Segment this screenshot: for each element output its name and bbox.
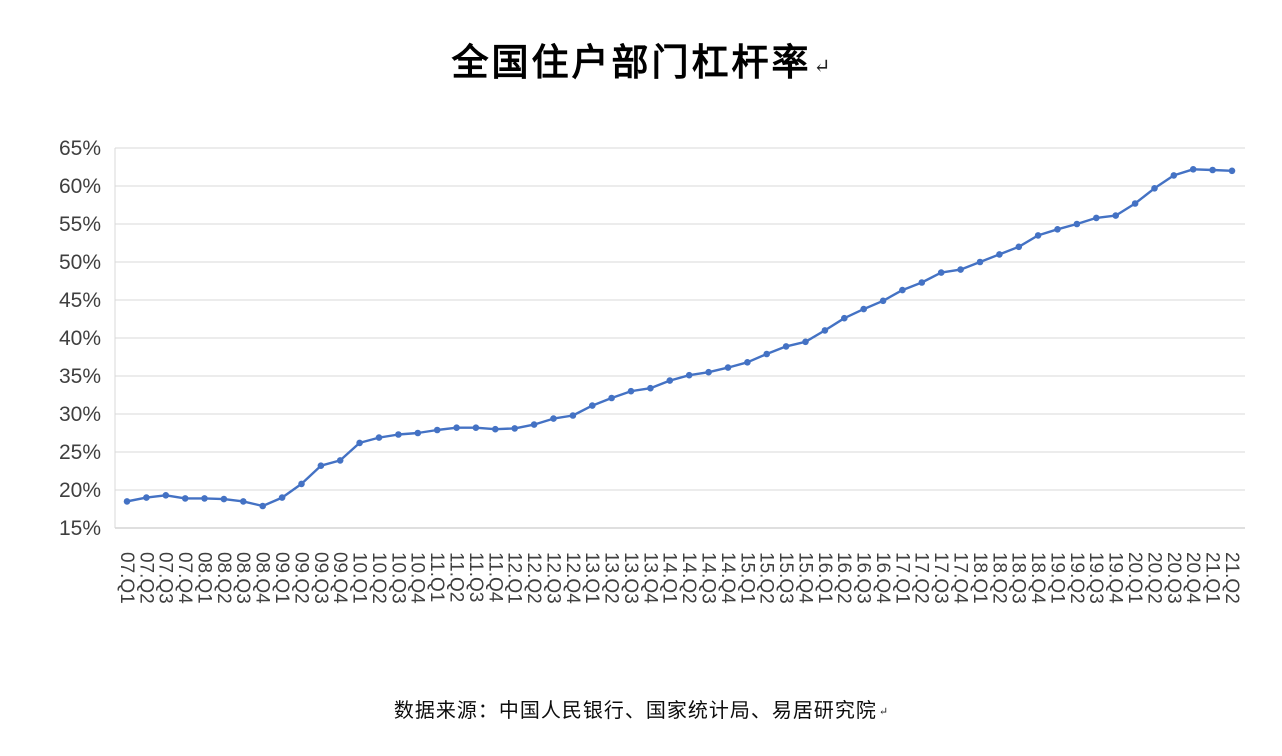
svg-text:11.Q1: 11.Q1 (426, 552, 447, 602)
data-source-text: 数据来源：中国人民银行、国家统计局、易居研究院 (393, 698, 877, 722)
svg-text:08.Q2: 08.Q2 (213, 552, 234, 604)
svg-text:18.Q2: 18.Q2 (988, 552, 1009, 604)
svg-text:09.Q1: 09.Q1 (271, 552, 292, 604)
svg-text:14.Q4: 14.Q4 (717, 552, 738, 604)
svg-text:13.Q3: 13.Q3 (620, 552, 641, 604)
svg-text:07.Q2: 07.Q2 (135, 552, 156, 604)
svg-text:08.Q3: 08.Q3 (232, 552, 253, 604)
svg-text:21.Q1: 21.Q1 (1202, 552, 1223, 604)
svg-text:09.Q3: 09.Q3 (310, 552, 331, 604)
svg-text:20%: 20% (59, 479, 101, 502)
svg-text:15.Q3: 15.Q3 (775, 552, 796, 604)
svg-text:20.Q3: 20.Q3 (1163, 552, 1184, 604)
svg-text:13.Q1: 13.Q1 (581, 552, 602, 604)
svg-text:50%: 50% (59, 251, 101, 274)
svg-text:10.Q3: 10.Q3 (387, 552, 408, 604)
svg-text:20.Q2: 20.Q2 (1143, 552, 1164, 604)
svg-text:09.Q2: 09.Q2 (290, 552, 311, 604)
svg-text:07.Q3: 07.Q3 (155, 552, 176, 604)
data-source-note: 数据来源：中国人民银行、国家统计局、易居研究院 ↵ (0, 694, 1282, 723)
svg-text:19.Q1: 19.Q1 (1046, 552, 1067, 604)
svg-text:08.Q4: 08.Q4 (252, 552, 273, 604)
svg-text:18.Q3: 18.Q3 (1008, 552, 1029, 604)
svg-text:15.Q1: 15.Q1 (736, 552, 757, 604)
svg-text:15.Q2: 15.Q2 (756, 552, 777, 604)
svg-text:19.Q2: 19.Q2 (1066, 552, 1087, 604)
svg-text:11.Q3: 11.Q3 (465, 552, 486, 602)
svg-text:13.Q4: 13.Q4 (639, 552, 660, 604)
svg-text:08.Q1: 08.Q1 (193, 552, 214, 604)
svg-text:55%: 55% (59, 213, 101, 236)
svg-text:13.Q2: 13.Q2 (601, 552, 622, 604)
svg-text:21.Q2: 21.Q2 (1221, 552, 1242, 604)
svg-text:12.Q2: 12.Q2 (523, 552, 544, 604)
svg-text:16.Q4: 16.Q4 (872, 552, 893, 604)
svg-text:19.Q4: 19.Q4 (1105, 552, 1126, 604)
svg-text:10.Q2: 10.Q2 (368, 552, 389, 604)
svg-text:17.Q2: 17.Q2 (911, 552, 932, 604)
svg-text:19.Q3: 19.Q3 (1085, 552, 1106, 604)
svg-text:16.Q1: 16.Q1 (814, 552, 835, 604)
svg-text:14.Q2: 14.Q2 (678, 552, 699, 604)
svg-text:65%: 65% (59, 137, 101, 160)
svg-text:35%: 35% (59, 365, 101, 388)
svg-text:20.Q1: 20.Q1 (1124, 552, 1145, 604)
svg-text:17.Q3: 17.Q3 (930, 552, 951, 604)
svg-text:14.Q3: 14.Q3 (697, 552, 718, 604)
svg-text:30%: 30% (59, 403, 101, 426)
paragraph-mark-icon: ↵ (813, 54, 831, 78)
svg-text:12.Q3: 12.Q3 (542, 552, 563, 604)
svg-text:15.Q4: 15.Q4 (794, 552, 815, 604)
svg-text:45%: 45% (59, 289, 101, 312)
paragraph-mark-icon: ↵ (878, 705, 889, 718)
svg-text:07.Q1: 07.Q1 (116, 552, 137, 604)
svg-text:25%: 25% (59, 441, 101, 464)
svg-text:16.Q3: 16.Q3 (853, 552, 874, 604)
svg-text:16.Q2: 16.Q2 (833, 552, 854, 604)
svg-text:11.Q4: 11.Q4 (484, 552, 505, 603)
svg-text:18.Q1: 18.Q1 (969, 552, 990, 604)
chart-title-text: 全国住户部门杠杆率 (451, 40, 812, 84)
svg-text:18.Q4: 18.Q4 (1027, 552, 1048, 604)
svg-text:40%: 40% (59, 327, 101, 350)
svg-text:11.Q2: 11.Q2 (445, 552, 466, 602)
svg-text:07.Q4: 07.Q4 (174, 552, 195, 604)
svg-text:15%: 15% (59, 517, 101, 540)
svg-text:12.Q4: 12.Q4 (562, 552, 583, 604)
svg-text:10.Q4: 10.Q4 (407, 552, 428, 604)
svg-text:20.Q4: 20.Q4 (1182, 552, 1203, 604)
svg-text:09.Q4: 09.Q4 (329, 552, 350, 604)
svg-text:14.Q1: 14.Q1 (659, 552, 680, 604)
svg-text:17.Q4: 17.Q4 (950, 552, 971, 604)
svg-text:12.Q1: 12.Q1 (504, 552, 525, 604)
svg-text:60%: 60% (59, 175, 101, 198)
svg-text:10.Q1: 10.Q1 (349, 552, 370, 604)
chart-title: 全国住户部门杠杆率↵ (0, 32, 1282, 86)
svg-text:17.Q1: 17.Q1 (891, 552, 912, 604)
